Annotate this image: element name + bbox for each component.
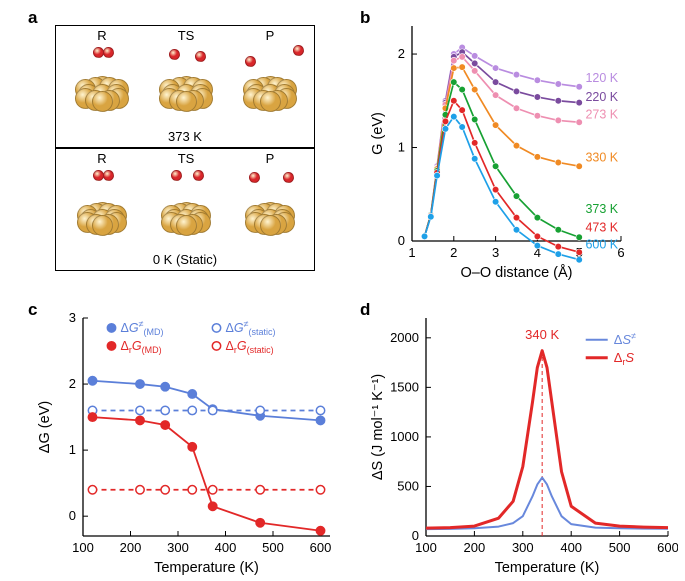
svg-text:600 K: 600 K — [585, 237, 618, 251]
svg-text:1: 1 — [398, 140, 405, 155]
svg-text:3: 3 — [492, 245, 499, 260]
svg-text:ΔrS: ΔrS — [614, 350, 635, 367]
svg-text:2: 2 — [69, 376, 76, 391]
svg-text:0: 0 — [412, 528, 419, 543]
svg-text:ΔS (J mol⁻¹ K⁻¹): ΔS (J mol⁻¹ K⁻¹) — [370, 374, 386, 480]
svg-text:0: 0 — [69, 508, 76, 523]
state-label: TS — [146, 151, 226, 166]
chart-c: 100 200 300 400 500 600 0 1 2 3 Temperature (K) ΔG … — [35, 310, 340, 578]
svg-text:340 K: 340 K — [525, 327, 559, 342]
svg-text:200: 200 — [120, 540, 142, 555]
svg-text:273 K: 273 K — [585, 108, 618, 122]
chart-d: 1002003004005006000500100015002000Temper… — [368, 310, 678, 578]
svg-text:2: 2 — [450, 245, 457, 260]
svg-text:ΔrG(static): ΔrG(static) — [226, 339, 274, 355]
svg-text:ΔG≠(MD): ΔG≠(MD) — [121, 319, 164, 337]
svg-text:O–O distance (Å): O–O distance (Å) — [460, 264, 572, 281]
clusters-0k: R TS P 0 K (Static) — [55, 148, 315, 271]
svg-text:2: 2 — [398, 46, 405, 61]
svg-text:473 K: 473 K — [585, 221, 618, 235]
state-label: TS — [146, 28, 226, 43]
panel-label-a: a — [28, 8, 37, 28]
svg-text:200: 200 — [464, 540, 486, 555]
state-label: R — [62, 151, 142, 166]
panel-a-clusters: R TS P 373 K R TS P 0 K (Static) — [55, 20, 315, 275]
svg-text:ΔG (eV): ΔG (eV) — [37, 401, 53, 453]
svg-text:100: 100 — [72, 540, 94, 555]
svg-text:500: 500 — [609, 540, 631, 555]
svg-text:0: 0 — [398, 233, 405, 248]
svg-text:1500: 1500 — [390, 379, 419, 394]
svg-text:500: 500 — [262, 540, 284, 555]
svg-text:6: 6 — [617, 245, 624, 260]
svg-text:120 K: 120 K — [585, 71, 618, 85]
svg-text:3: 3 — [69, 310, 76, 325]
chart-b: 123456012O–O distance (Å)G (eV)120 K220 … — [368, 18, 673, 283]
state-label: P — [230, 151, 310, 166]
svg-text:300: 300 — [512, 540, 534, 555]
svg-text:600: 600 — [310, 540, 332, 555]
svg-text:373 K: 373 K — [585, 202, 618, 216]
svg-text:ΔS≠: ΔS≠ — [614, 331, 636, 347]
svg-text:G (eV): G (eV) — [370, 112, 386, 155]
svg-text:2000: 2000 — [390, 330, 419, 345]
svg-text:Temperature (K): Temperature (K) — [154, 560, 259, 576]
state-label: R — [62, 28, 142, 43]
svg-text:ΔG≠(static): ΔG≠(static) — [226, 319, 276, 337]
svg-text:400: 400 — [560, 540, 582, 555]
svg-text:1: 1 — [408, 245, 415, 260]
svg-text:ΔrG(MD): ΔrG(MD) — [121, 339, 162, 355]
clusters-373k: R TS P 373 K — [55, 25, 315, 148]
svg-text:1000: 1000 — [390, 429, 419, 444]
svg-text:400: 400 — [215, 540, 237, 555]
svg-text:220 K: 220 K — [585, 90, 618, 104]
svg-text:330 K: 330 K — [585, 151, 618, 165]
svg-text:300: 300 — [167, 540, 189, 555]
svg-text:Temperature (K): Temperature (K) — [495, 560, 600, 576]
svg-text:600: 600 — [657, 540, 678, 555]
row-label-373: 373 K — [56, 129, 314, 144]
svg-text:500: 500 — [397, 478, 419, 493]
row-label-0k: 0 K (Static) — [56, 252, 314, 267]
state-label: P — [230, 28, 310, 43]
svg-text:1: 1 — [69, 442, 76, 457]
